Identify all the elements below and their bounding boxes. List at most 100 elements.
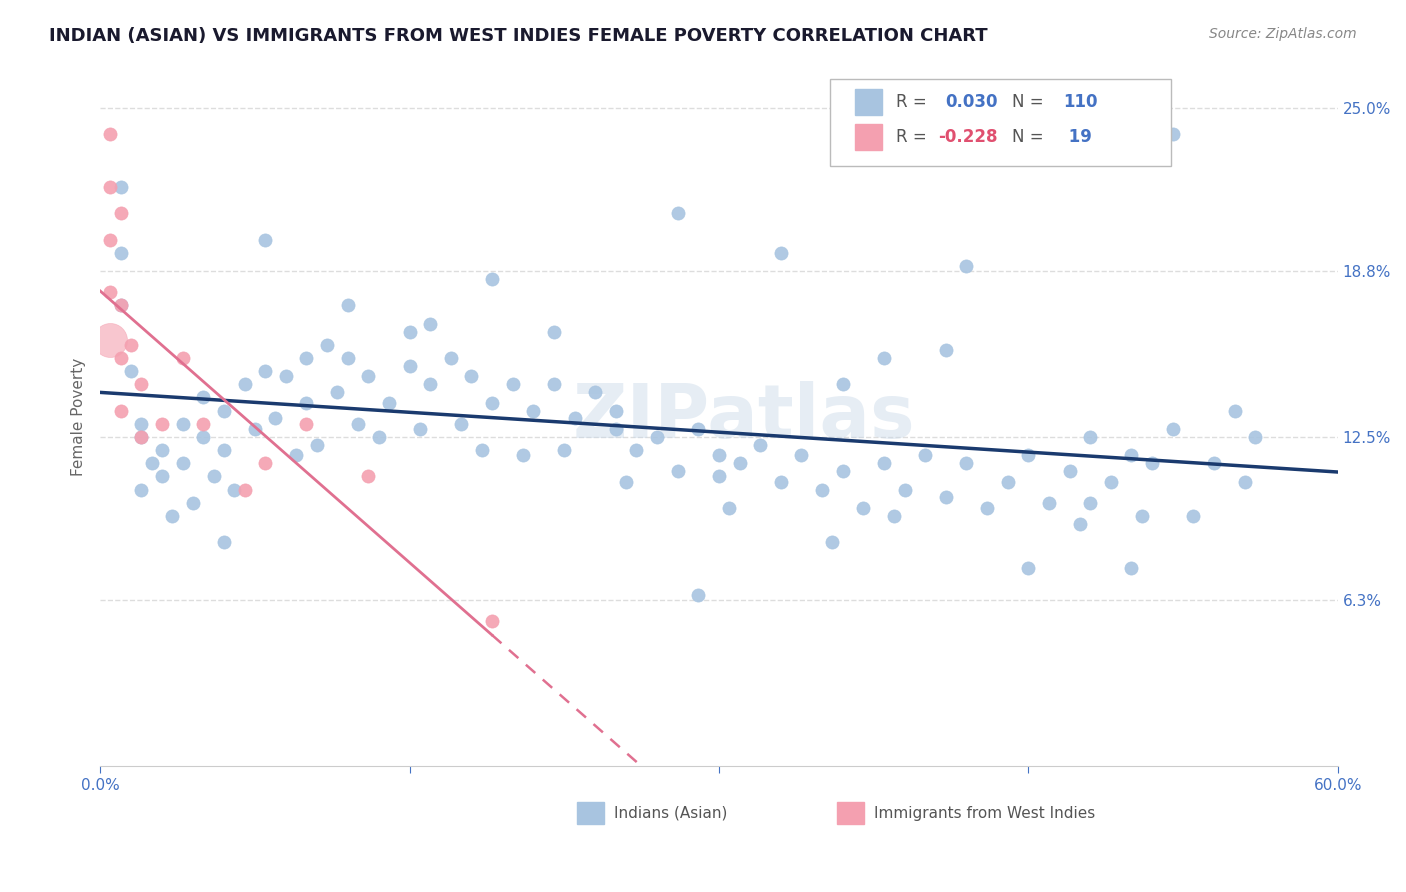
Point [543, 377, 565, 392]
Text: 110: 110 [1063, 93, 1098, 111]
Text: Immigrants from West Indies: Immigrants from West Indies [873, 805, 1095, 821]
Point [893, 483, 915, 497]
Point [110, 180, 132, 194]
Point [100, 180, 122, 194]
Point [110, 298, 132, 312]
Point [512, 448, 534, 462]
Point [873, 351, 896, 365]
Point [955, 259, 977, 273]
Point [1099, 475, 1122, 489]
Point [831, 377, 853, 392]
Point [688, 422, 710, 436]
Point [645, 430, 668, 444]
Point [295, 417, 318, 431]
Point [707, 448, 730, 462]
Text: N =: N = [1012, 93, 1049, 111]
Point [1233, 475, 1256, 489]
Point [707, 469, 730, 483]
Point [212, 443, 235, 458]
FancyBboxPatch shape [855, 124, 883, 150]
Point [224, 483, 246, 497]
Point [460, 369, 482, 384]
Text: Indians (Asian): Indians (Asian) [614, 805, 727, 821]
Point [378, 395, 401, 409]
Point [233, 483, 256, 497]
Point [141, 456, 163, 470]
Point [1244, 430, 1267, 444]
Point [316, 338, 339, 352]
Point [914, 448, 936, 462]
Point [1121, 561, 1143, 575]
Point [131, 430, 153, 444]
FancyBboxPatch shape [837, 802, 863, 824]
Point [935, 343, 957, 357]
Point [110, 351, 132, 365]
Point [110, 245, 132, 260]
Point [935, 491, 957, 505]
Point [1182, 508, 1205, 523]
Point [1202, 456, 1225, 470]
FancyBboxPatch shape [576, 802, 603, 824]
Point [1059, 464, 1081, 478]
Point [688, 588, 710, 602]
Point [1038, 496, 1060, 510]
Text: R =: R = [896, 93, 932, 111]
Point [583, 385, 606, 400]
Point [605, 403, 627, 417]
Text: R =: R = [896, 128, 932, 146]
Point [110, 403, 132, 417]
Point [150, 469, 173, 483]
Point [100, 128, 122, 142]
Point [254, 233, 277, 247]
Point [398, 325, 420, 339]
Point [883, 508, 905, 523]
Point [1140, 456, 1163, 470]
Point [831, 464, 853, 478]
Point [769, 245, 792, 260]
Point [172, 417, 194, 431]
Point [553, 443, 575, 458]
Point [450, 417, 472, 431]
Point [347, 417, 370, 431]
Point [440, 351, 463, 365]
Point [997, 475, 1019, 489]
Point [522, 403, 544, 417]
Point [821, 535, 844, 549]
Point [481, 614, 503, 628]
Point [357, 369, 380, 384]
Point [295, 351, 318, 365]
Point [243, 422, 266, 436]
Point [790, 448, 813, 462]
Point [357, 469, 380, 483]
Point [274, 369, 297, 384]
Point [233, 377, 256, 392]
Point [718, 500, 741, 515]
Point [131, 417, 153, 431]
Point [193, 430, 215, 444]
Point [398, 359, 420, 373]
Text: Source: ZipAtlas.com: Source: ZipAtlas.com [1209, 27, 1357, 41]
Point [1130, 508, 1153, 523]
Point [336, 298, 359, 312]
Point [749, 438, 772, 452]
Point [502, 377, 524, 392]
FancyBboxPatch shape [855, 88, 883, 115]
Point [1223, 403, 1246, 417]
Point [769, 475, 792, 489]
Point [543, 325, 565, 339]
Point [336, 351, 359, 365]
Point [193, 417, 215, 431]
Point [162, 508, 184, 523]
Point [100, 233, 122, 247]
Point [131, 430, 153, 444]
Point [264, 411, 287, 425]
Point [285, 448, 308, 462]
Point [326, 385, 349, 400]
Point [728, 456, 751, 470]
Point [100, 285, 122, 300]
Point [409, 422, 432, 436]
Point [626, 443, 648, 458]
Y-axis label: Female Poverty: Female Poverty [72, 358, 86, 476]
Point [254, 364, 277, 378]
Point [1017, 561, 1039, 575]
